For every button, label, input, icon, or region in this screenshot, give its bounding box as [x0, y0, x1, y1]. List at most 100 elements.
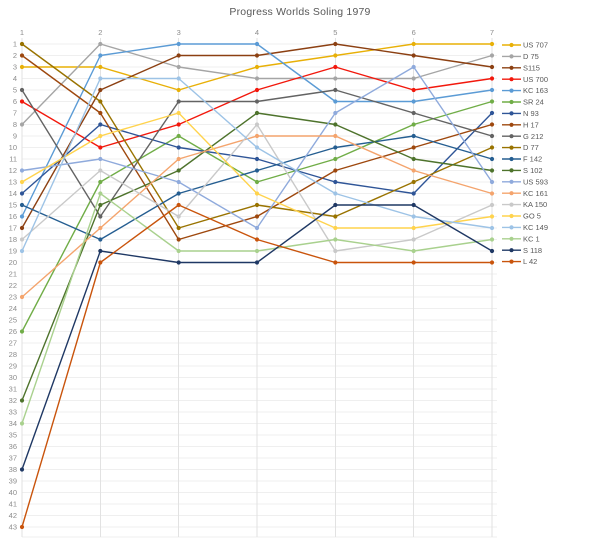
data-point-marker [411, 87, 416, 93]
data-point-marker [333, 53, 338, 58]
y-tick-label: 15 [9, 201, 17, 210]
legend-marker-swatch [509, 191, 514, 196]
legend-item-kc-1[interactable]: KC 1 [502, 234, 540, 243]
legend-label: H 17 [523, 120, 539, 129]
legend-label: KC 163 [523, 86, 548, 95]
series-kc-1 [19, 191, 495, 426]
legend-marker-swatch [509, 168, 514, 173]
legend-marker-swatch [509, 259, 514, 264]
legend-marker-swatch [509, 213, 514, 219]
data-point-marker [176, 168, 181, 173]
legend-label: F 142 [523, 155, 542, 164]
data-point-marker [176, 64, 181, 70]
legend-label: US 707 [523, 41, 548, 50]
legend-item-s115[interactable]: S115 [502, 63, 540, 72]
legend-item-kc-161[interactable]: KC 161 [502, 189, 548, 198]
y-tick-label: 42 [9, 511, 17, 520]
data-point-marker [254, 179, 260, 185]
x-tick-label: 6 [412, 28, 416, 37]
data-point-marker [98, 41, 103, 47]
y-tick-label: 18 [9, 235, 17, 244]
data-point-marker [254, 191, 260, 196]
data-point-marker [98, 214, 103, 219]
data-point-marker [254, 145, 260, 150]
y-tick-label: 9 [13, 132, 17, 141]
data-point-marker [333, 156, 338, 162]
y-tick-label: 6 [13, 97, 17, 106]
data-point-marker [98, 110, 103, 116]
data-point-marker [19, 202, 25, 208]
legend-item-us-593[interactable]: US 593 [502, 177, 548, 186]
legend-item-kc-163[interactable]: KC 163 [502, 86, 548, 95]
legend-item-s-118[interactable]: S 118 [502, 246, 542, 255]
legend-item-ka-150[interactable]: KA 150 [502, 200, 547, 209]
legend-item-go-5[interactable]: GO 5 [502, 212, 541, 221]
data-point-marker [254, 156, 260, 162]
legend-item-us-707[interactable]: US 707 [502, 41, 548, 50]
data-point-marker [19, 64, 25, 70]
data-point-marker [19, 294, 25, 300]
data-point-marker [411, 179, 416, 185]
data-point-marker [98, 202, 103, 208]
legend-label: KC 1 [523, 234, 540, 243]
data-point-marker [254, 225, 260, 231]
legend-label: GO 5 [523, 212, 541, 221]
y-tick-label: 23 [9, 293, 17, 302]
legend-item-g-212[interactable]: G 212 [502, 132, 543, 141]
series-ka-150 [19, 122, 495, 254]
legend-item-us-700[interactable]: US 700 [502, 75, 548, 84]
data-point-marker [333, 260, 338, 265]
y-tick-label: 25 [9, 316, 17, 325]
y-tick-label: 27 [9, 339, 17, 348]
legend-label: US 700 [523, 75, 548, 84]
data-point-marker [333, 191, 338, 196]
y-tick-label: 36 [9, 442, 17, 451]
data-point-marker [98, 133, 103, 139]
data-point-marker [489, 168, 495, 173]
data-point-marker [19, 41, 25, 47]
legend-item-d-77[interactable]: D 77 [502, 143, 539, 152]
legend-marker-swatch [509, 202, 514, 207]
legend-item-n-93[interactable]: N 93 [502, 109, 539, 118]
y-tick-label: 21 [9, 270, 17, 279]
x-axis-labels: 1 2 3 4 5 6 7 [20, 28, 494, 37]
legend-marker-swatch [509, 88, 514, 93]
data-point-marker [98, 64, 103, 70]
data-point-marker [333, 237, 338, 242]
legend-item-s-102[interactable]: S 102 [502, 166, 543, 175]
legend-item-d-75[interactable]: D 75 [502, 52, 539, 61]
data-point-marker [411, 156, 416, 162]
legend-item-h-17[interactable]: H 17 [502, 120, 539, 129]
data-point-marker [176, 248, 181, 254]
y-tick-label: 2 [13, 51, 17, 60]
series-go-5 [19, 110, 495, 231]
data-point-marker [176, 110, 181, 116]
data-point-marker [254, 64, 260, 70]
legend-label: US 593 [523, 177, 548, 186]
y-tick-label: 11 [9, 155, 17, 164]
legend-item-l-42[interactable]: L 42 [502, 257, 537, 266]
data-point-marker [489, 214, 495, 219]
data-point-marker [489, 99, 495, 104]
legend-item-kc-149[interactable]: KC 149 [502, 223, 548, 232]
data-point-marker [411, 110, 416, 116]
legend-item-sr-24[interactable]: SR 24 [502, 98, 544, 107]
data-point-marker [489, 202, 495, 208]
x-tick-label: 7 [490, 28, 494, 37]
x-tick-label: 1 [20, 28, 24, 37]
legend-marker-swatch [509, 134, 514, 139]
y-tick-label: 22 [9, 281, 17, 290]
legend-item-f-142[interactable]: F 142 [502, 155, 542, 164]
y-tick-label: 28 [9, 350, 17, 359]
data-point-marker [98, 237, 103, 242]
legend-label: D 75 [523, 52, 539, 61]
data-point-marker [19, 329, 25, 334]
y-tick-label: 43 [9, 523, 17, 532]
data-point-marker [176, 76, 181, 81]
data-point-marker [411, 133, 416, 139]
data-point-marker [254, 110, 260, 116]
data-point-marker [176, 99, 181, 104]
data-point-marker [333, 248, 338, 254]
data-point-marker [254, 214, 260, 219]
data-point-marker [411, 237, 416, 242]
